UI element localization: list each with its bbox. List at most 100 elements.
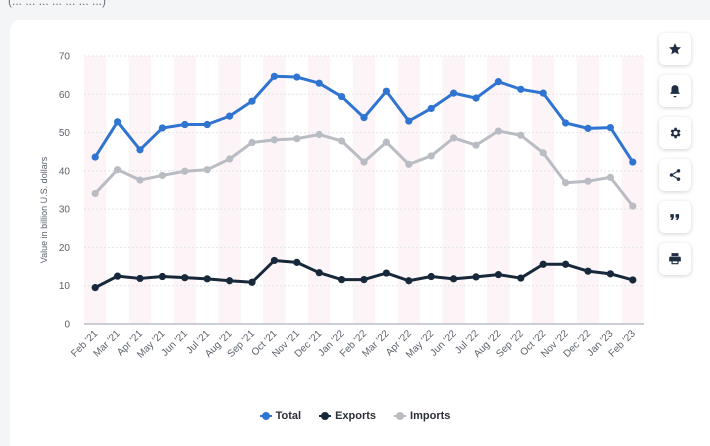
data-point-imports[interactable] <box>562 179 570 187</box>
y-tick-label: 40 <box>59 166 71 177</box>
print-icon <box>669 253 681 265</box>
data-point-exports[interactable] <box>584 267 592 275</box>
settings-button[interactable] <box>659 117 691 149</box>
data-point-exports[interactable] <box>181 274 189 282</box>
data-point-imports[interactable] <box>539 149 547 157</box>
notification-button[interactable] <box>659 75 691 107</box>
legend-swatch-imports <box>394 412 407 420</box>
data-point-imports[interactable] <box>181 167 189 175</box>
data-point-exports[interactable] <box>472 273 480 281</box>
data-point-total[interactable] <box>606 123 615 132</box>
data-point-exports[interactable] <box>338 275 346 284</box>
favorite-button[interactable] <box>659 33 691 65</box>
data-point-total[interactable] <box>405 117 413 125</box>
data-point-exports[interactable] <box>91 284 99 292</box>
data-point-imports[interactable] <box>629 202 637 210</box>
background-band <box>308 56 331 324</box>
data-point-exports[interactable] <box>114 272 122 280</box>
data-point-total[interactable] <box>293 73 301 81</box>
data-point-total[interactable] <box>539 89 547 97</box>
data-point-exports[interactable] <box>226 277 234 285</box>
data-point-exports[interactable] <box>315 269 323 277</box>
data-point-imports[interactable] <box>472 141 480 149</box>
background-band <box>442 56 465 324</box>
data-point-imports[interactable] <box>158 171 166 180</box>
data-point-total[interactable] <box>226 112 234 120</box>
data-point-imports[interactable] <box>203 166 211 174</box>
data-point-exports[interactable] <box>270 256 278 265</box>
data-point-imports[interactable] <box>248 138 256 147</box>
data-point-exports[interactable] <box>450 275 458 283</box>
data-point-imports[interactable] <box>293 135 301 143</box>
data-point-total[interactable] <box>517 85 525 93</box>
data-point-imports[interactable] <box>517 131 525 139</box>
data-point-total[interactable] <box>472 94 480 102</box>
data-point-imports[interactable] <box>338 137 346 145</box>
legend-item-total[interactable]: Total <box>259 410 301 422</box>
data-point-exports[interactable] <box>203 275 211 283</box>
data-point-imports[interactable] <box>270 136 278 144</box>
gridlines <box>84 55 644 325</box>
data-point-total[interactable] <box>629 158 637 166</box>
data-point-imports[interactable] <box>360 158 368 166</box>
chart-tools-sidebar <box>659 33 691 275</box>
quote-icon <box>670 214 680 220</box>
background-band <box>532 56 555 324</box>
data-point-total[interactable] <box>315 79 323 87</box>
legend-item-imports[interactable]: Imports <box>394 410 450 422</box>
data-point-exports[interactable] <box>248 278 256 286</box>
cite-button[interactable] <box>659 201 691 233</box>
data-point-exports[interactable] <box>158 272 166 281</box>
data-point-total[interactable] <box>584 124 592 132</box>
data-point-total[interactable] <box>270 72 278 80</box>
data-point-exports[interactable] <box>427 272 435 281</box>
data-point-imports[interactable] <box>136 176 144 184</box>
data-point-total[interactable] <box>494 78 502 86</box>
data-point-imports[interactable] <box>494 127 502 135</box>
background-band <box>352 56 376 324</box>
data-point-exports[interactable] <box>136 274 144 283</box>
data-point-exports[interactable] <box>517 274 525 282</box>
data-point-total[interactable] <box>427 104 435 113</box>
legend-item-exports[interactable]: Exports <box>319 410 376 422</box>
data-point-exports[interactable] <box>293 258 301 266</box>
data-point-imports[interactable] <box>606 173 615 181</box>
data-point-total[interactable] <box>562 119 570 127</box>
y-tick-label: 20 <box>59 243 71 254</box>
data-point-total[interactable] <box>181 120 189 129</box>
data-point-imports[interactable] <box>91 189 99 198</box>
data-point-exports[interactable] <box>405 277 413 285</box>
legend-swatch-total <box>259 412 272 420</box>
background-bands <box>84 56 644 324</box>
data-point-total[interactable] <box>248 97 256 105</box>
data-point-total[interactable] <box>91 153 99 161</box>
data-point-imports[interactable] <box>405 160 413 168</box>
data-point-imports[interactable] <box>584 177 592 185</box>
data-point-exports[interactable] <box>360 275 368 284</box>
data-point-imports[interactable] <box>315 130 323 139</box>
data-point-imports[interactable] <box>450 134 458 142</box>
data-point-total[interactable] <box>450 89 458 97</box>
data-point-total[interactable] <box>158 124 166 132</box>
data-point-imports[interactable] <box>427 152 435 160</box>
data-point-exports[interactable] <box>382 269 390 277</box>
data-point-imports[interactable] <box>114 166 122 174</box>
data-point-exports[interactable] <box>606 270 615 278</box>
data-point-total[interactable] <box>360 114 368 122</box>
data-point-total[interactable] <box>203 120 211 129</box>
data-point-total[interactable] <box>114 118 122 126</box>
data-point-imports[interactable] <box>226 155 234 163</box>
data-point-exports[interactable] <box>629 276 637 284</box>
data-point-imports[interactable] <box>382 138 390 146</box>
print-button[interactable] <box>659 243 691 275</box>
data-point-total[interactable] <box>338 92 346 101</box>
background-band <box>397 56 420 324</box>
data-point-total[interactable] <box>136 146 144 154</box>
data-point-exports[interactable] <box>494 271 502 279</box>
data-point-exports[interactable] <box>539 260 547 268</box>
data-point-exports[interactable] <box>562 260 570 268</box>
data-point-total[interactable] <box>382 87 390 95</box>
share-button[interactable] <box>659 159 691 191</box>
